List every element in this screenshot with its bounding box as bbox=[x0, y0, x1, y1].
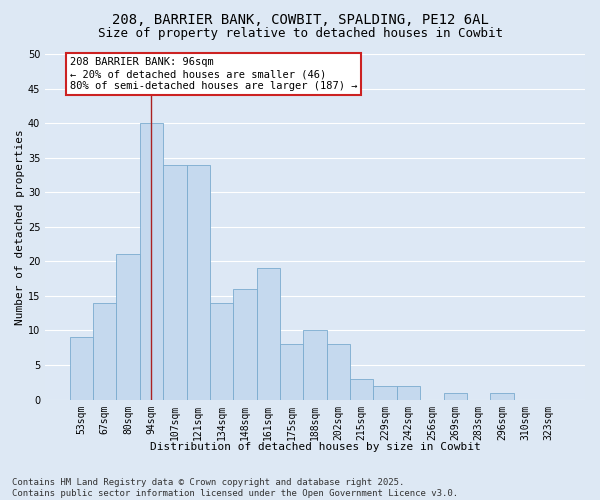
X-axis label: Distribution of detached houses by size in Cowbit: Distribution of detached houses by size … bbox=[149, 442, 481, 452]
Bar bbox=[93, 303, 116, 400]
Bar bbox=[350, 379, 373, 400]
Bar bbox=[490, 392, 514, 400]
Bar bbox=[116, 254, 140, 400]
Text: 208, BARRIER BANK, COWBIT, SPALDING, PE12 6AL: 208, BARRIER BANK, COWBIT, SPALDING, PE1… bbox=[112, 12, 488, 26]
Bar bbox=[140, 123, 163, 400]
Text: Contains HM Land Registry data © Crown copyright and database right 2025.
Contai: Contains HM Land Registry data © Crown c… bbox=[12, 478, 458, 498]
Bar bbox=[257, 268, 280, 400]
Bar bbox=[210, 303, 233, 400]
Bar bbox=[327, 344, 350, 400]
Bar bbox=[70, 338, 93, 400]
Bar bbox=[280, 344, 304, 400]
Bar bbox=[373, 386, 397, 400]
Bar bbox=[443, 392, 467, 400]
Bar bbox=[397, 386, 420, 400]
Bar bbox=[163, 164, 187, 400]
Y-axis label: Number of detached properties: Number of detached properties bbox=[15, 129, 25, 324]
Text: 208 BARRIER BANK: 96sqm
← 20% of detached houses are smaller (46)
80% of semi-de: 208 BARRIER BANK: 96sqm ← 20% of detache… bbox=[70, 58, 357, 90]
Text: Size of property relative to detached houses in Cowbit: Size of property relative to detached ho… bbox=[97, 28, 503, 40]
Bar bbox=[187, 164, 210, 400]
Bar bbox=[304, 330, 327, 400]
Bar bbox=[233, 289, 257, 400]
